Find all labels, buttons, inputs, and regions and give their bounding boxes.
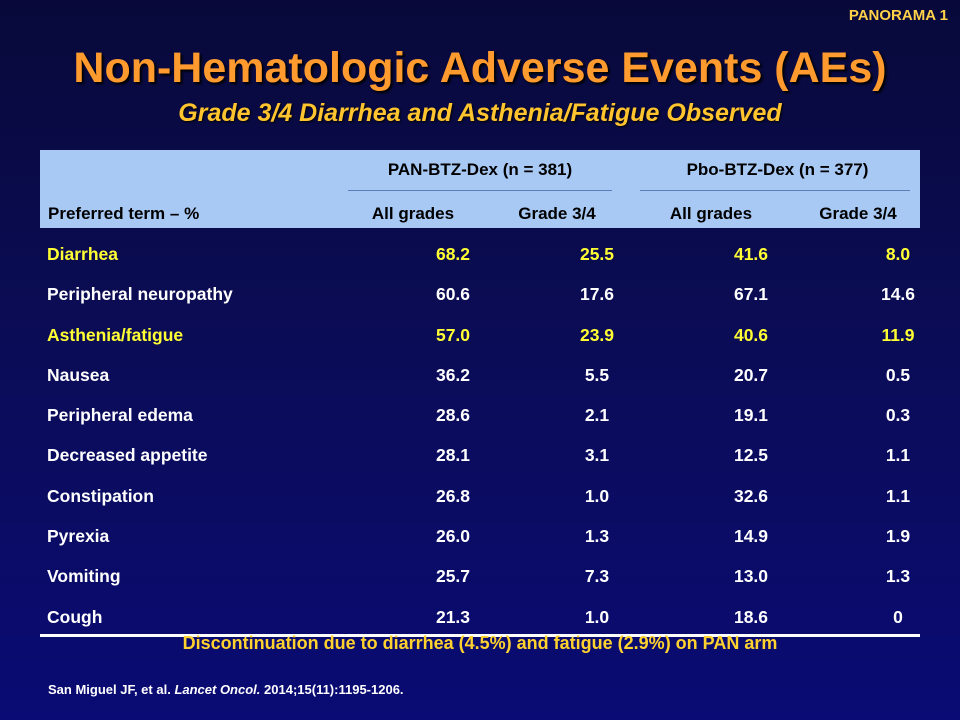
- footnote: Discontinuation due to diarrhea (4.5%) a…: [182, 633, 778, 653]
- table-row: Nausea 36.2 5.5 20.7 0.5: [40, 355, 920, 395]
- row-value: 20.7: [733, 364, 769, 385]
- row-value: 11.9: [881, 324, 915, 345]
- row-term: Vomiting: [47, 566, 121, 587]
- row-value: 36.2: [435, 364, 471, 385]
- row-value: 1.1: [885, 445, 911, 466]
- row-term: Asthenia/fatigue: [47, 324, 184, 345]
- table-row: Asthenia/fatigue 57.0 23.9 40.6 11.9: [40, 315, 920, 355]
- table-body: Diarrhea 68.2 25.5 41.6 8.0 Peripheral neurop…: [40, 234, 920, 637]
- row-value: 5.5: [584, 364, 610, 385]
- row-value: 28.6: [435, 405, 471, 426]
- group-underline-pan: [348, 190, 612, 191]
- table-row: Constipation 26.8 1.0 32.6 1.1: [40, 476, 920, 516]
- row-value: 1.3: [885, 566, 911, 587]
- row-value: 3.1: [584, 445, 610, 466]
- table-row: Diarrhea 68.2 25.5 41.6 8.0: [40, 234, 920, 274]
- row-value: 67.1: [733, 284, 769, 305]
- row-value: 26.8: [435, 485, 471, 506]
- slide-tag: PANORAMA 1: [848, 7, 948, 24]
- table-row: Decreased appetite 28.1 3.1 12.5 1.1: [40, 435, 920, 475]
- row-value: 13.0: [733, 566, 769, 587]
- column-header-pbo-all: All grades: [669, 204, 753, 223]
- row-value: 1.3: [584, 526, 610, 547]
- row-value: 19.1: [733, 405, 769, 426]
- row-value: 21.3: [435, 606, 471, 627]
- citation-details: 2014;15(11):1195-1206.: [264, 682, 404, 697]
- table-header: PAN-BTZ-Dex (n = 381) Pbo-BTZ-Dex (n = 3…: [40, 150, 920, 228]
- row-value: 40.6: [733, 324, 769, 345]
- column-header-pan-all: All grades: [371, 204, 455, 223]
- citation-authors: San Miguel JF, et al.: [48, 682, 171, 697]
- citation-journal: Lancet Oncol.: [174, 682, 261, 697]
- table-row: Pyrexia 26.0 1.3 14.9 1.9: [40, 516, 920, 556]
- row-value: 57.0: [435, 324, 471, 345]
- column-header-pbo-g34: Grade 3/4: [819, 204, 897, 223]
- row-term: Nausea: [47, 364, 110, 385]
- row-value: 18.6: [733, 606, 769, 627]
- row-value: 8.0: [885, 244, 911, 264]
- group-underline-pbo: [640, 190, 910, 191]
- row-value: 0: [893, 606, 903, 627]
- table-row: Peripheral neuropathy 60.6 17.6 67.1 14.6: [40, 274, 920, 314]
- row-value: 7.3: [584, 566, 610, 587]
- row-value: 60.6: [435, 284, 471, 305]
- row-value: 41.6: [733, 244, 769, 264]
- row-term: Diarrhea: [47, 244, 119, 264]
- table-row: Peripheral edema 28.6 2.1 19.1 0.3: [40, 395, 920, 435]
- row-value: 26.0: [435, 526, 471, 547]
- group-header-pbo: Pbo-BTZ-Dex (n = 377): [686, 160, 869, 179]
- table-row: Vomiting 25.7 7.3 13.0 1.3: [40, 556, 920, 596]
- table-bottom-rule: [40, 634, 920, 637]
- column-header-term: Preferred term – %: [48, 204, 200, 223]
- row-term: Constipation: [47, 485, 154, 506]
- row-value: 12.5: [733, 445, 769, 466]
- row-term: Peripheral edema: [47, 405, 193, 426]
- citation: San Miguel JF, et al. Lancet Oncol. 2014…: [48, 682, 404, 697]
- row-value: 68.2: [435, 244, 471, 264]
- row-value: 23.9: [579, 324, 615, 345]
- row-value: 1.0: [584, 485, 610, 506]
- row-term: Decreased appetite: [47, 445, 208, 466]
- row-value: 25.7: [435, 566, 471, 587]
- row-value: 1.9: [885, 526, 911, 547]
- row-term: Peripheral neuropathy: [47, 284, 233, 305]
- row-value: 1.1: [885, 485, 911, 506]
- row-value: 1.0: [584, 606, 610, 627]
- row-term: Pyrexia: [47, 526, 110, 547]
- row-value: 32.6: [733, 485, 769, 506]
- row-value: 2.1: [584, 405, 610, 426]
- row-term: Cough: [47, 606, 103, 627]
- column-header-pan-g34: Grade 3/4: [518, 204, 596, 223]
- slide-subtitle: Grade 3/4 Diarrhea and Asthenia/Fatigue …: [178, 99, 782, 127]
- table-row: Cough 21.3 1.0 18.6 0: [40, 597, 920, 637]
- row-value: 25.5: [579, 244, 615, 264]
- row-value: 28.1: [435, 445, 471, 466]
- row-value: 17.6: [579, 284, 615, 305]
- slide-title: Non-Hematologic Adverse Events (AEs): [73, 44, 887, 92]
- row-value: 14.9: [733, 526, 769, 547]
- row-value: 0.3: [885, 405, 911, 426]
- group-header-pan: PAN-BTZ-Dex (n = 381): [387, 160, 573, 179]
- row-value: 14.6: [880, 284, 916, 305]
- row-value: 0.5: [885, 364, 911, 385]
